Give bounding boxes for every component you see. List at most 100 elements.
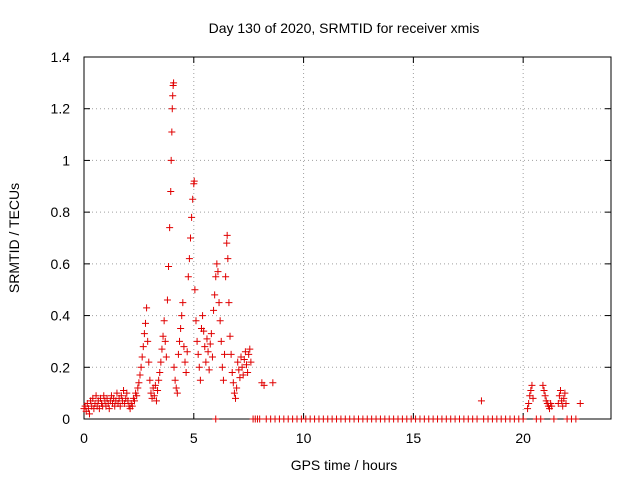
x-tick-label: 10 bbox=[296, 430, 312, 446]
data-point bbox=[238, 363, 246, 371]
data-point bbox=[150, 392, 158, 400]
data-point bbox=[202, 358, 210, 366]
data-point bbox=[194, 350, 202, 358]
data-point bbox=[245, 350, 253, 358]
data-point bbox=[189, 195, 197, 203]
y-tick-label: 0 bbox=[62, 411, 70, 427]
data-point bbox=[208, 353, 216, 361]
data-point bbox=[165, 262, 173, 270]
data-point bbox=[226, 332, 234, 340]
data-point bbox=[218, 363, 226, 371]
data-point bbox=[141, 319, 149, 327]
data-point bbox=[85, 410, 93, 418]
data-point bbox=[117, 392, 125, 400]
data-point bbox=[207, 330, 215, 338]
data-point bbox=[206, 340, 214, 348]
data-point bbox=[225, 299, 233, 307]
data-point bbox=[234, 358, 242, 366]
data-point bbox=[185, 255, 193, 263]
data-point bbox=[211, 291, 219, 299]
data-point bbox=[561, 389, 569, 397]
y-tick-label: 1 bbox=[62, 152, 70, 168]
data-point bbox=[123, 389, 131, 397]
data-point bbox=[205, 366, 213, 374]
data-point bbox=[203, 335, 211, 343]
data-point bbox=[195, 363, 203, 371]
plot-frame bbox=[83, 56, 612, 420]
data-point bbox=[212, 415, 220, 423]
x-tick-label: 20 bbox=[515, 430, 531, 446]
data-point bbox=[215, 299, 223, 307]
data-point bbox=[158, 345, 166, 353]
data-point bbox=[168, 105, 176, 113]
data-point bbox=[145, 358, 153, 366]
y-tick-labels: 0 0.2 0.4 0.6 0.8 1 1.2 1.4 bbox=[51, 49, 71, 427]
data-point bbox=[260, 381, 268, 389]
data-point bbox=[269, 379, 277, 387]
data-point bbox=[562, 399, 570, 407]
data-point bbox=[180, 343, 188, 351]
data-point bbox=[204, 348, 212, 356]
data-point bbox=[560, 394, 568, 402]
data-point bbox=[157, 358, 165, 366]
chart-title: Day 130 of 2020, SRMTID for receiver xmi… bbox=[209, 20, 480, 36]
data-point bbox=[151, 381, 159, 389]
data-point bbox=[199, 312, 207, 320]
data-point bbox=[113, 389, 121, 397]
data-point bbox=[541, 392, 549, 400]
data-point bbox=[548, 402, 556, 410]
data-point bbox=[210, 306, 218, 314]
data-point bbox=[244, 368, 252, 376]
x-tick-label: 15 bbox=[406, 430, 422, 446]
data-point bbox=[576, 399, 584, 407]
data-point bbox=[190, 177, 198, 185]
data-point bbox=[171, 376, 179, 384]
data-point bbox=[221, 350, 229, 358]
y-tick-label: 1.4 bbox=[51, 49, 71, 65]
x-axis-label: GPS time / hours bbox=[291, 457, 398, 473]
data-point bbox=[192, 317, 200, 325]
data-point bbox=[224, 255, 232, 263]
data-point bbox=[166, 224, 174, 232]
data-point bbox=[540, 387, 548, 395]
data-point bbox=[529, 394, 537, 402]
y-tick-label: 1.2 bbox=[51, 101, 71, 117]
data-point bbox=[183, 348, 191, 356]
data-point bbox=[246, 345, 254, 353]
data-point bbox=[170, 79, 178, 87]
data-point bbox=[217, 337, 225, 345]
data-point bbox=[537, 415, 545, 423]
data-point bbox=[167, 156, 175, 164]
y-tick-label: 0.6 bbox=[51, 256, 71, 272]
data-point bbox=[191, 286, 199, 294]
data-point bbox=[135, 379, 143, 387]
data-point bbox=[555, 392, 563, 400]
data-point bbox=[550, 415, 558, 423]
data-point bbox=[105, 405, 113, 413]
data-point bbox=[219, 376, 227, 384]
data-point bbox=[161, 337, 169, 345]
data-point bbox=[186, 234, 194, 242]
data-point bbox=[152, 397, 160, 405]
data-point bbox=[128, 402, 136, 410]
data-point bbox=[168, 128, 176, 136]
data-point bbox=[233, 384, 241, 392]
data-point bbox=[134, 384, 142, 392]
y-tick-label: 0.8 bbox=[51, 204, 71, 220]
data-point bbox=[525, 399, 533, 407]
data-point bbox=[528, 381, 536, 389]
data-point bbox=[477, 397, 485, 405]
data-point bbox=[223, 239, 231, 247]
data-point bbox=[213, 260, 221, 268]
data-point bbox=[140, 330, 148, 338]
data-point bbox=[176, 337, 184, 345]
data-point bbox=[242, 361, 250, 369]
data-point bbox=[216, 317, 224, 325]
y-tick-label: 0.2 bbox=[51, 359, 71, 375]
data-point bbox=[524, 405, 532, 413]
data-point bbox=[131, 397, 139, 405]
data-point bbox=[539, 381, 547, 389]
data-point bbox=[156, 368, 164, 376]
data-point bbox=[179, 299, 187, 307]
